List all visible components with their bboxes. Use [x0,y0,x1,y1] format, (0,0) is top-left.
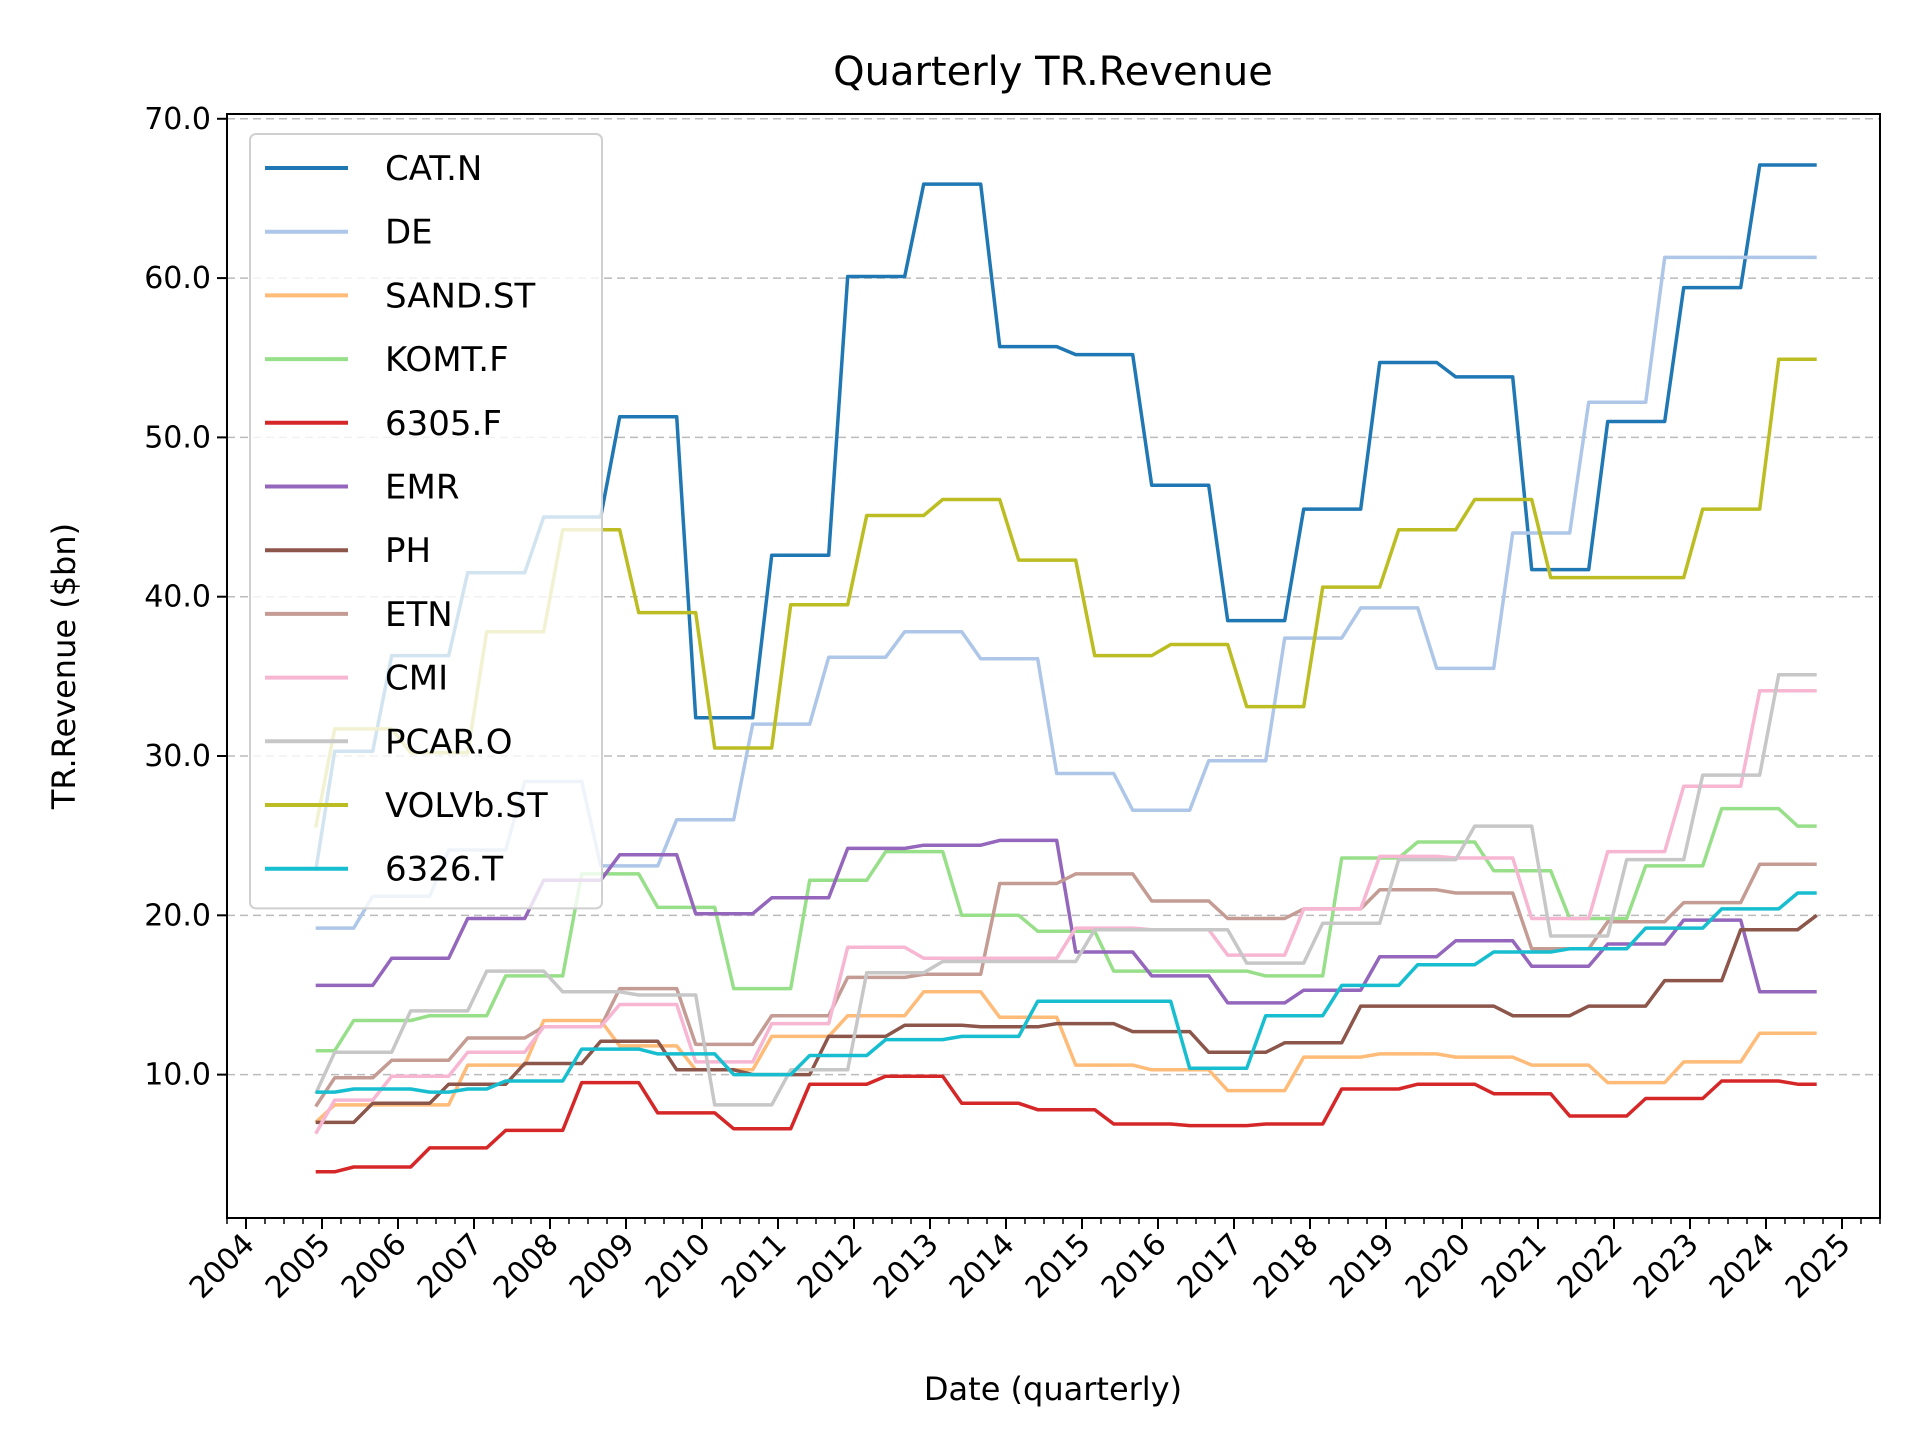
legend-box [249,133,603,910]
legend-label: CAT.N [385,149,482,189]
legend-label: ETN [385,595,453,635]
y-axis: 10.0 20.0 30.0 40.0 50.0 60.0 70.0 [144,102,227,1093]
legend-label: EMR [385,468,459,508]
series-line-KOMT.F [315,806,1817,1053]
y-tick-label: 30.0 [144,739,211,774]
y-tick-label: 40.0 [144,580,211,615]
series-line-6305.F [315,1074,1817,1174]
legend-label: 6326.T [385,850,503,890]
y-tick-label: 10.0 [144,1058,211,1093]
legend-label: PCAR.O [385,722,512,762]
legend-label: CMI [385,659,448,699]
legend: CAT.N DE SAND.ST KOMT.F 6305.F EMR PH ETN CMI PCA… [249,133,603,910]
series-line-PCAR.O [314,673,1817,1107]
legend-label: 6305.F [385,404,502,444]
series-line-CMI [314,688,1817,1135]
y-tick-label: 50.0 [144,420,211,455]
x-axis-title: Date (quarterly) [924,1370,1182,1408]
legend-label: DE [385,213,433,253]
legend-label: SAND.ST [385,276,535,316]
legend-label: PH [385,531,431,571]
plot-area-frame [226,113,1881,1219]
y-tick-label: 70.0 [144,102,211,137]
series-line-6326.T [315,891,1817,1094]
y-tick-label: 20.0 [144,898,211,933]
chart-title: Quarterly TR.Revenue [833,49,1273,95]
y-tick-label: 60.0 [144,261,211,296]
series-line-SAND.ST [314,990,1817,1124]
series-line-PH [315,913,1818,1125]
y-axis-title: TR.Revenue ($bn) [45,523,83,810]
legend-label: KOMT.F [385,340,509,380]
legend-label: VOLVb.ST [385,786,548,826]
